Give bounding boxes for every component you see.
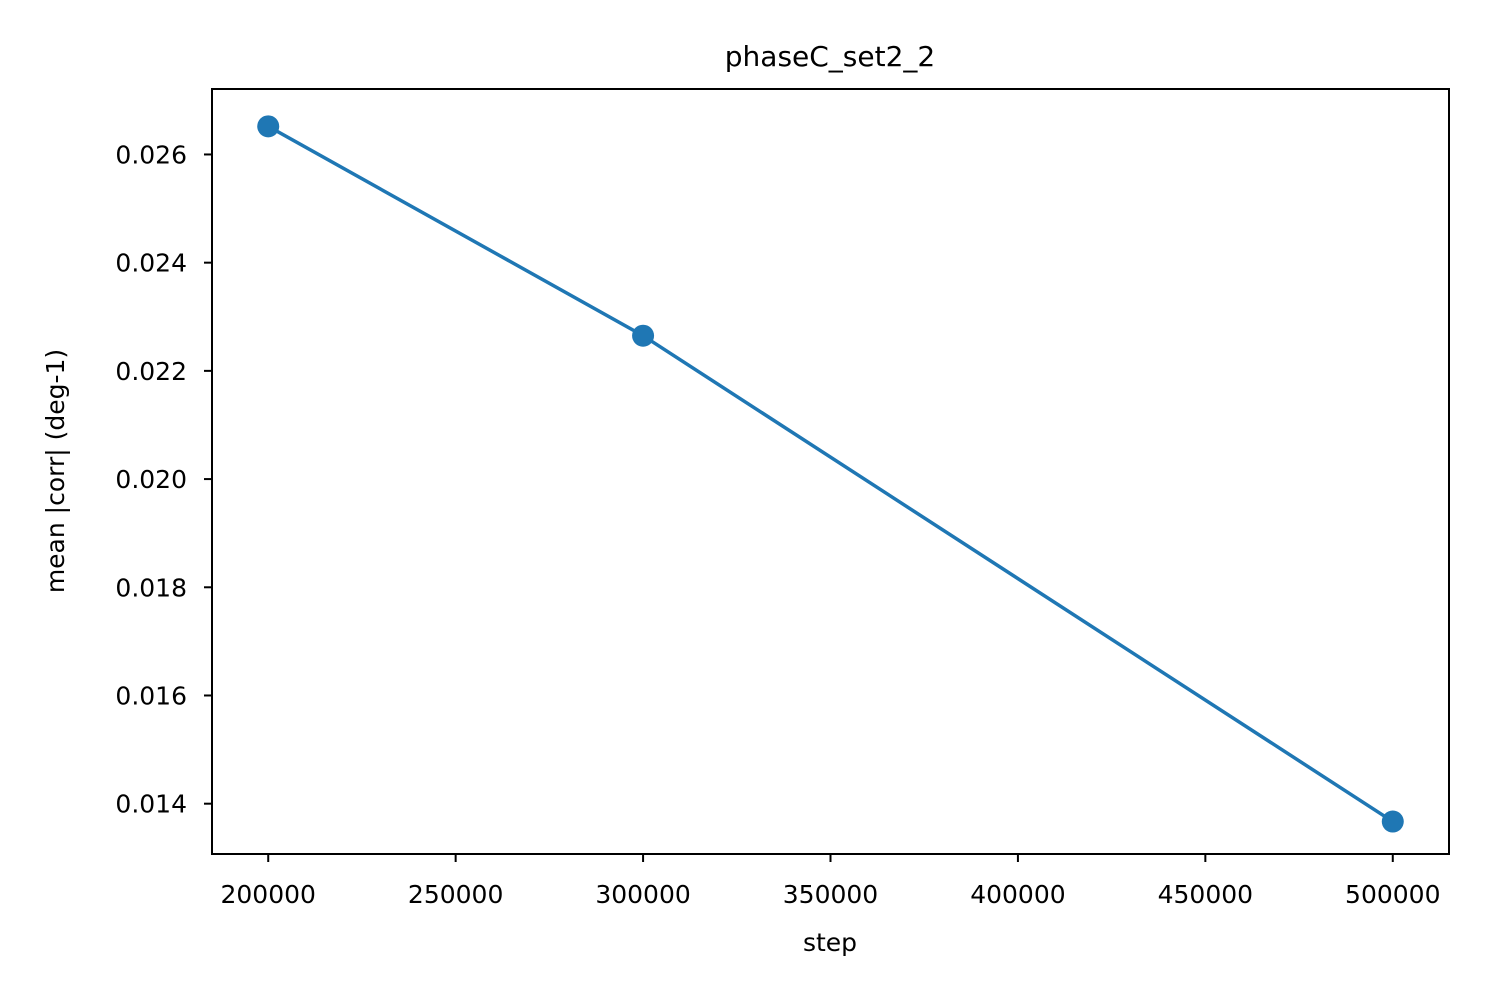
x-tick-label: 200000: [221, 880, 316, 909]
x-tick-label: 350000: [783, 880, 878, 909]
x-tick-label: 300000: [595, 880, 690, 909]
data-point: [257, 115, 280, 138]
x-tick-label: 500000: [1345, 880, 1440, 909]
y-axis-label: mean |corr| (deg-1): [41, 349, 70, 593]
series-layer: [257, 115, 1404, 833]
x-axis-ticks: 200000 250000 300000 350000 400000 450000 5000…: [221, 854, 1440, 909]
data-point: [632, 324, 655, 347]
x-axis-label: step: [803, 928, 857, 957]
plot-frame: [211, 88, 1450, 855]
x-tick-label: 400000: [970, 880, 1065, 909]
y-tick-label: 0.026: [115, 140, 187, 169]
y-tick-label: 0.024: [115, 249, 187, 278]
y-tick-label: 0.020: [115, 465, 187, 494]
data-point: [1381, 810, 1404, 833]
x-tick-label: 450000: [1158, 880, 1253, 909]
y-tick-label: 0.022: [115, 357, 187, 386]
y-tick-label: 0.014: [115, 790, 187, 819]
x-tick-label: 250000: [408, 880, 503, 909]
y-tick-label: 0.016: [115, 681, 187, 710]
y-axis-ticks: 0.014 0.016 0.018 0.020 0.022 0.024 0.026: [115, 140, 212, 819]
chart-title: phaseC_set2_2: [725, 40, 935, 73]
y-tick-label: 0.018: [115, 573, 187, 602]
